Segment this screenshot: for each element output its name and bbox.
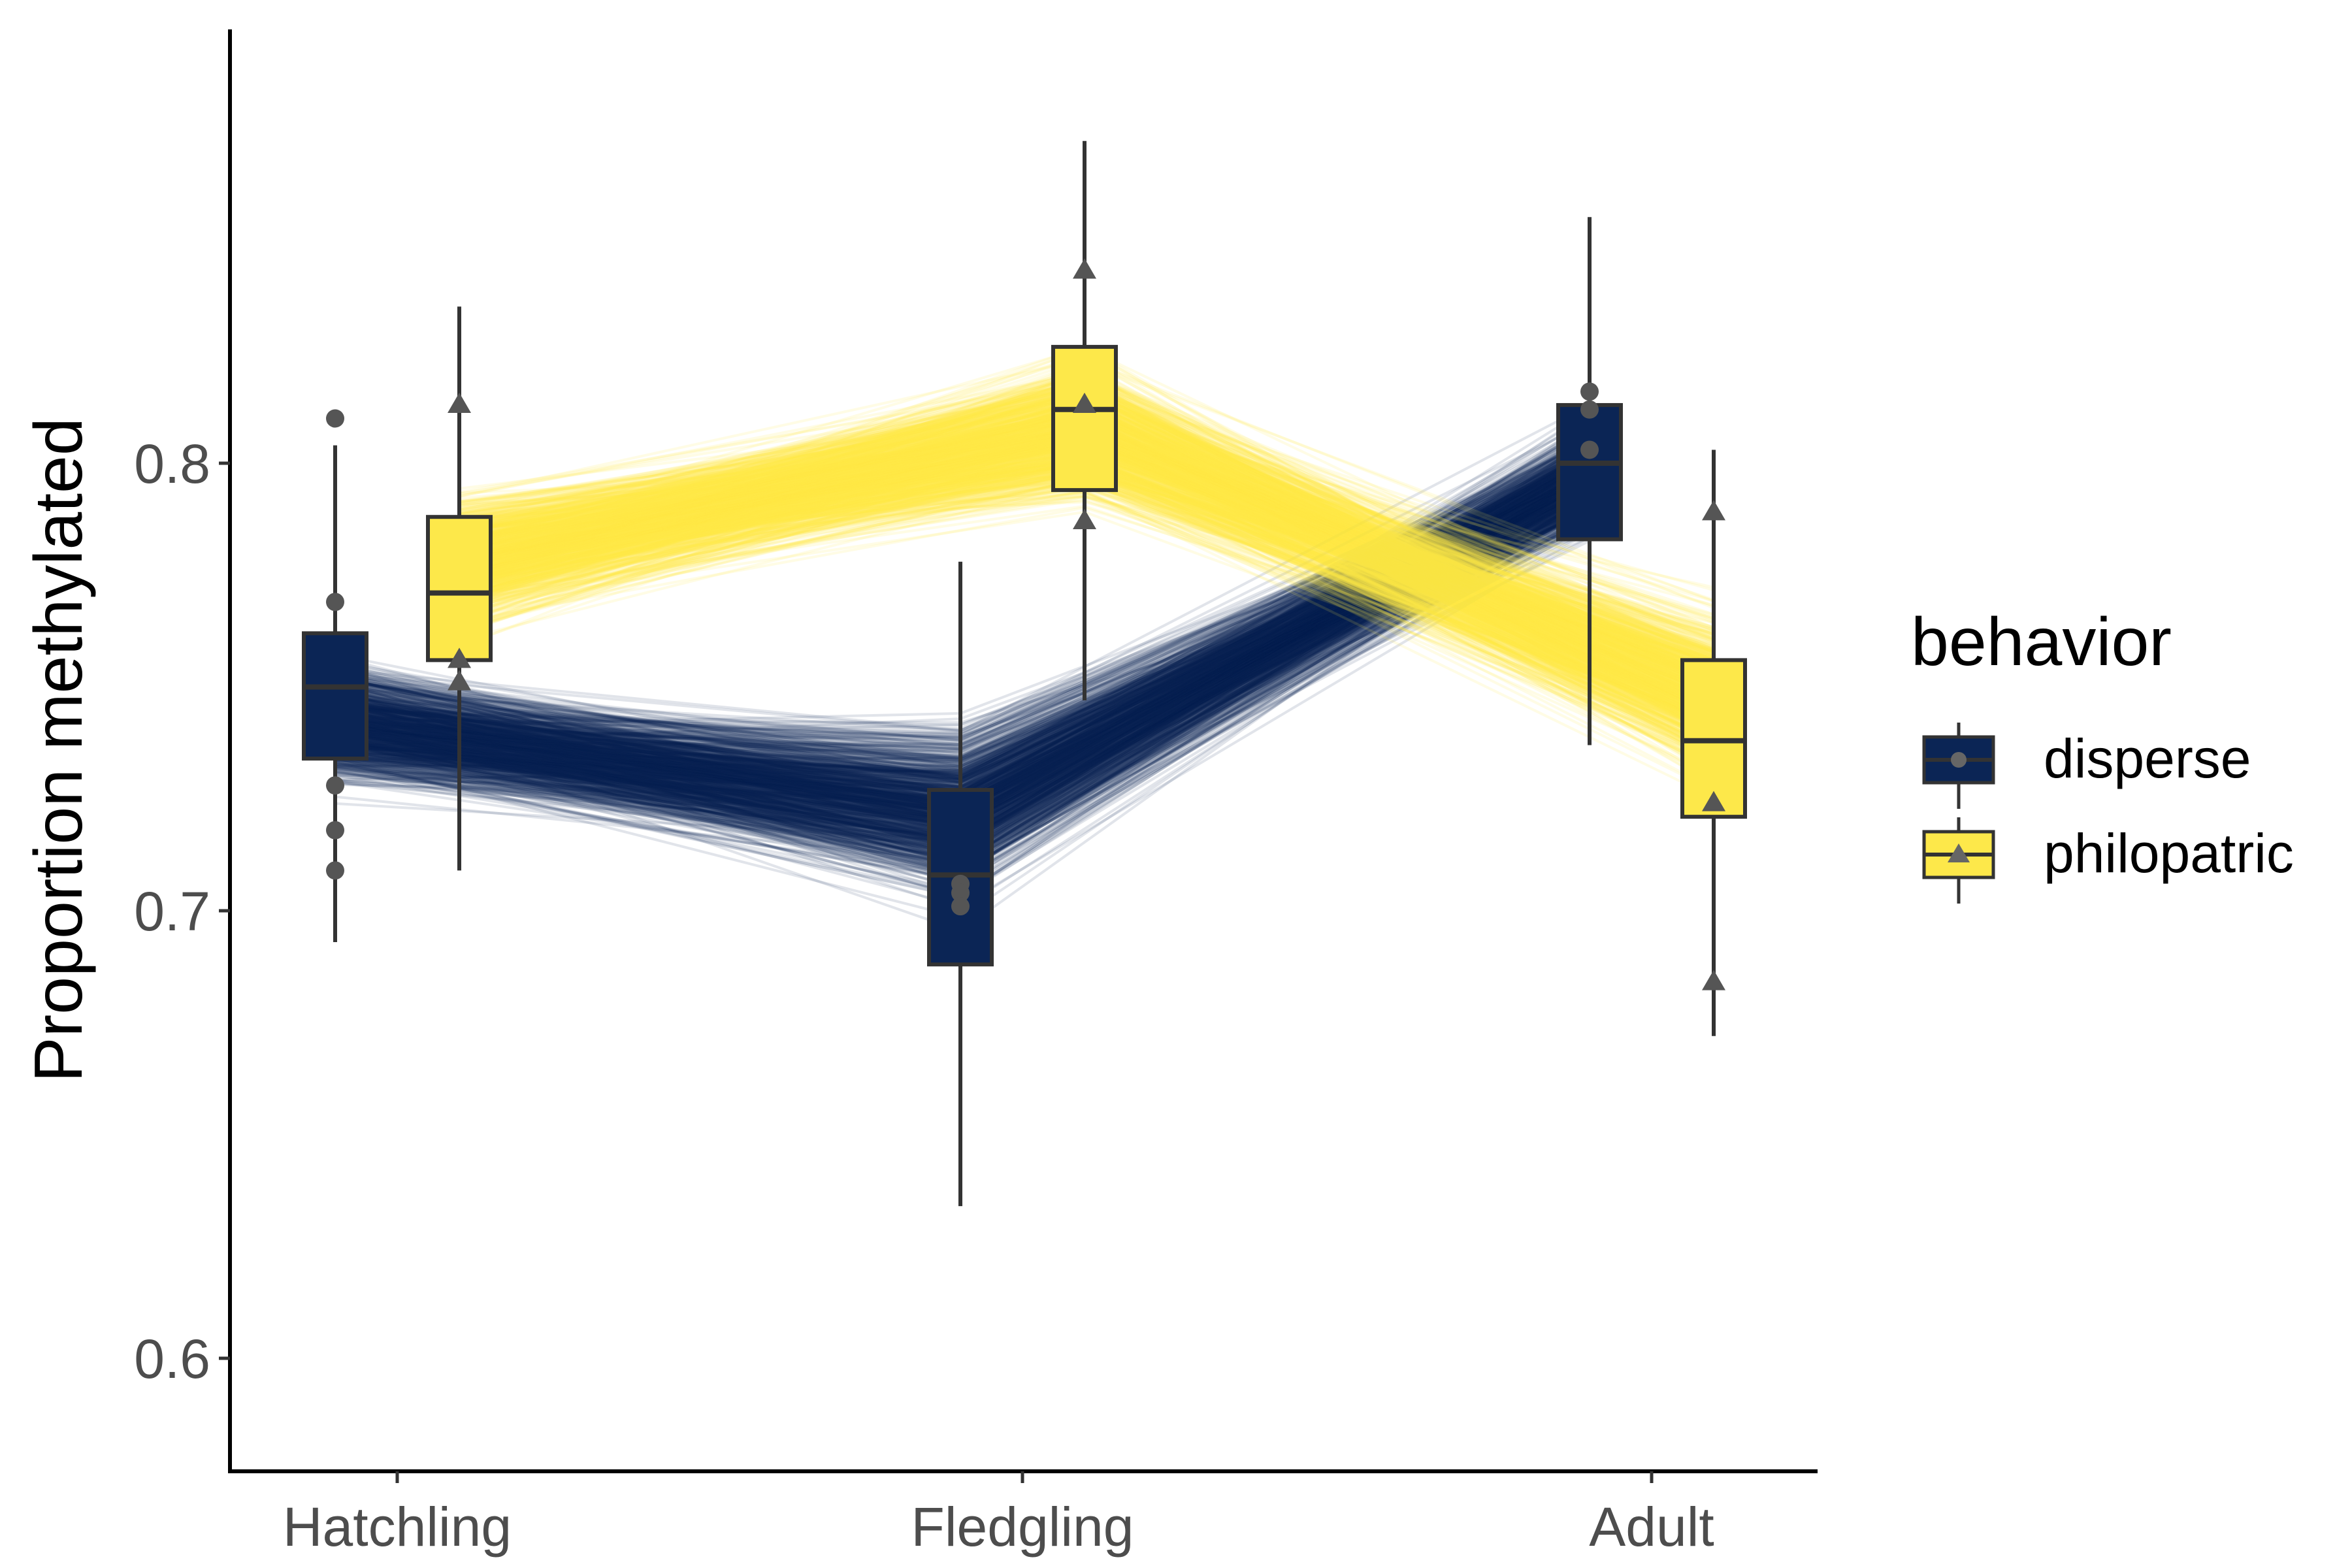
data-point — [1702, 970, 1725, 990]
y-tick-label: 0.8 — [134, 433, 210, 495]
data-point — [1702, 500, 1725, 521]
data-point — [1073, 509, 1096, 530]
data-point — [326, 409, 344, 428]
data-point — [448, 670, 471, 691]
data-point — [326, 776, 344, 795]
legend-key-marker — [1951, 752, 1967, 768]
data-point — [326, 593, 344, 612]
legend: behavior disperse philopatric — [1911, 604, 2294, 904]
tick-labels: 0.6 0.7 0.8 Hatchling Fledgling Adult — [134, 433, 1714, 1558]
boxplot-disperse-hatchling — [302, 445, 368, 942]
data-point — [1073, 258, 1096, 279]
legend-label: philopatric — [2044, 823, 2294, 884]
box — [1051, 344, 1118, 493]
box — [1556, 402, 1623, 542]
boxplot-philopatric-fledgling — [1051, 140, 1118, 701]
legend-entry-disperse: disperse — [1922, 723, 2251, 809]
legend-title: behavior — [1911, 604, 2172, 680]
data-point — [951, 883, 970, 902]
x-tick-label-fledgling: Fledgling — [911, 1496, 1134, 1558]
boxplot-philopatric-adult — [1680, 449, 1747, 1036]
y-axis-title: Proportion methylated — [21, 417, 97, 1082]
legend-key-marker — [1948, 843, 1970, 862]
box — [302, 631, 368, 761]
legend-entry-philopatric: philopatric — [1922, 817, 2294, 904]
data-point — [1702, 791, 1725, 811]
data-point — [448, 647, 471, 668]
boxplots — [302, 140, 1747, 1207]
y-tick-label: 0.7 — [134, 881, 210, 942]
data-point — [1580, 400, 1599, 419]
data-point — [1580, 440, 1599, 459]
data-point — [1073, 392, 1096, 413]
data-point — [951, 897, 970, 916]
data-point — [326, 861, 344, 880]
data-point — [1580, 382, 1599, 401]
data-point — [448, 392, 471, 413]
x-tick-label-hatchling: Hatchling — [283, 1496, 512, 1558]
data-point — [326, 821, 344, 840]
x-tick-label-adult: Adult — [1589, 1496, 1714, 1558]
y-tick-label: 0.6 — [134, 1328, 210, 1390]
box — [426, 515, 493, 662]
legend-label: disperse — [2044, 728, 2251, 789]
trajectory-lines — [335, 344, 1715, 932]
